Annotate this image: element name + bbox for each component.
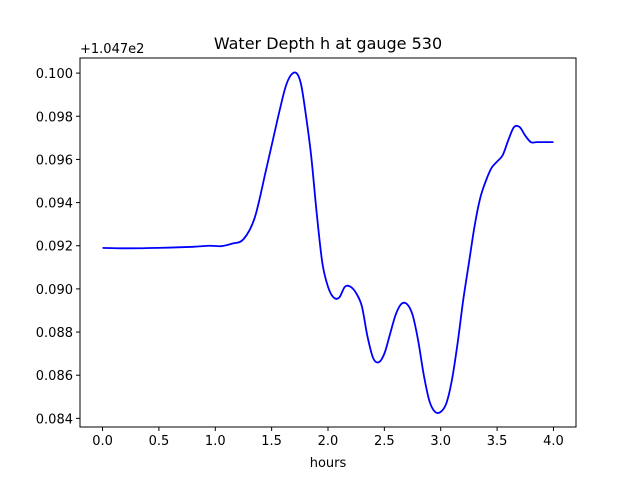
- y-offset-label: +1.047e2: [80, 42, 144, 57]
- y-axis: 0.084 0.086 0.088 0.090 0.092 0.094 0.096 0.098…: [36, 67, 80, 427]
- y-tick-label: 0.100: [36, 67, 73, 82]
- y-tick-label: 0.090: [36, 283, 73, 298]
- x-tick-label: 4.0: [543, 434, 564, 449]
- x-tick-label: 3.0: [430, 434, 451, 449]
- plot-area: [102, 71, 554, 415]
- series-line: [102, 71, 554, 415]
- x-tick-label: 3.5: [487, 434, 508, 449]
- x-tick-label: 2.5: [374, 434, 395, 449]
- y-tick-label: 0.086: [36, 369, 73, 384]
- axes-frame: [79, 57, 577, 428]
- x-axis-label: hours: [310, 456, 347, 471]
- x-axis: 0.0 0.5 1.0 1.5 2.0 2.5 3.0 3.5 4.0: [92, 427, 564, 449]
- x-tick-label: 1.5: [261, 434, 282, 449]
- y-tick-label: 0.094: [36, 197, 73, 212]
- x-tick-label: 1.0: [205, 434, 226, 449]
- x-tick-label: 0.5: [149, 434, 170, 449]
- y-tick-label: 0.088: [36, 326, 73, 341]
- y-tick-label: 0.092: [36, 240, 73, 255]
- x-tick-label: 0.0: [92, 434, 113, 449]
- y-tick-label: 0.084: [36, 412, 73, 427]
- chart-title: Water Depth h at gauge 530: [214, 34, 442, 53]
- x-tick-label: 2.0: [318, 434, 339, 449]
- y-tick-label: 0.098: [36, 110, 73, 125]
- y-tick-label: 0.096: [36, 153, 73, 168]
